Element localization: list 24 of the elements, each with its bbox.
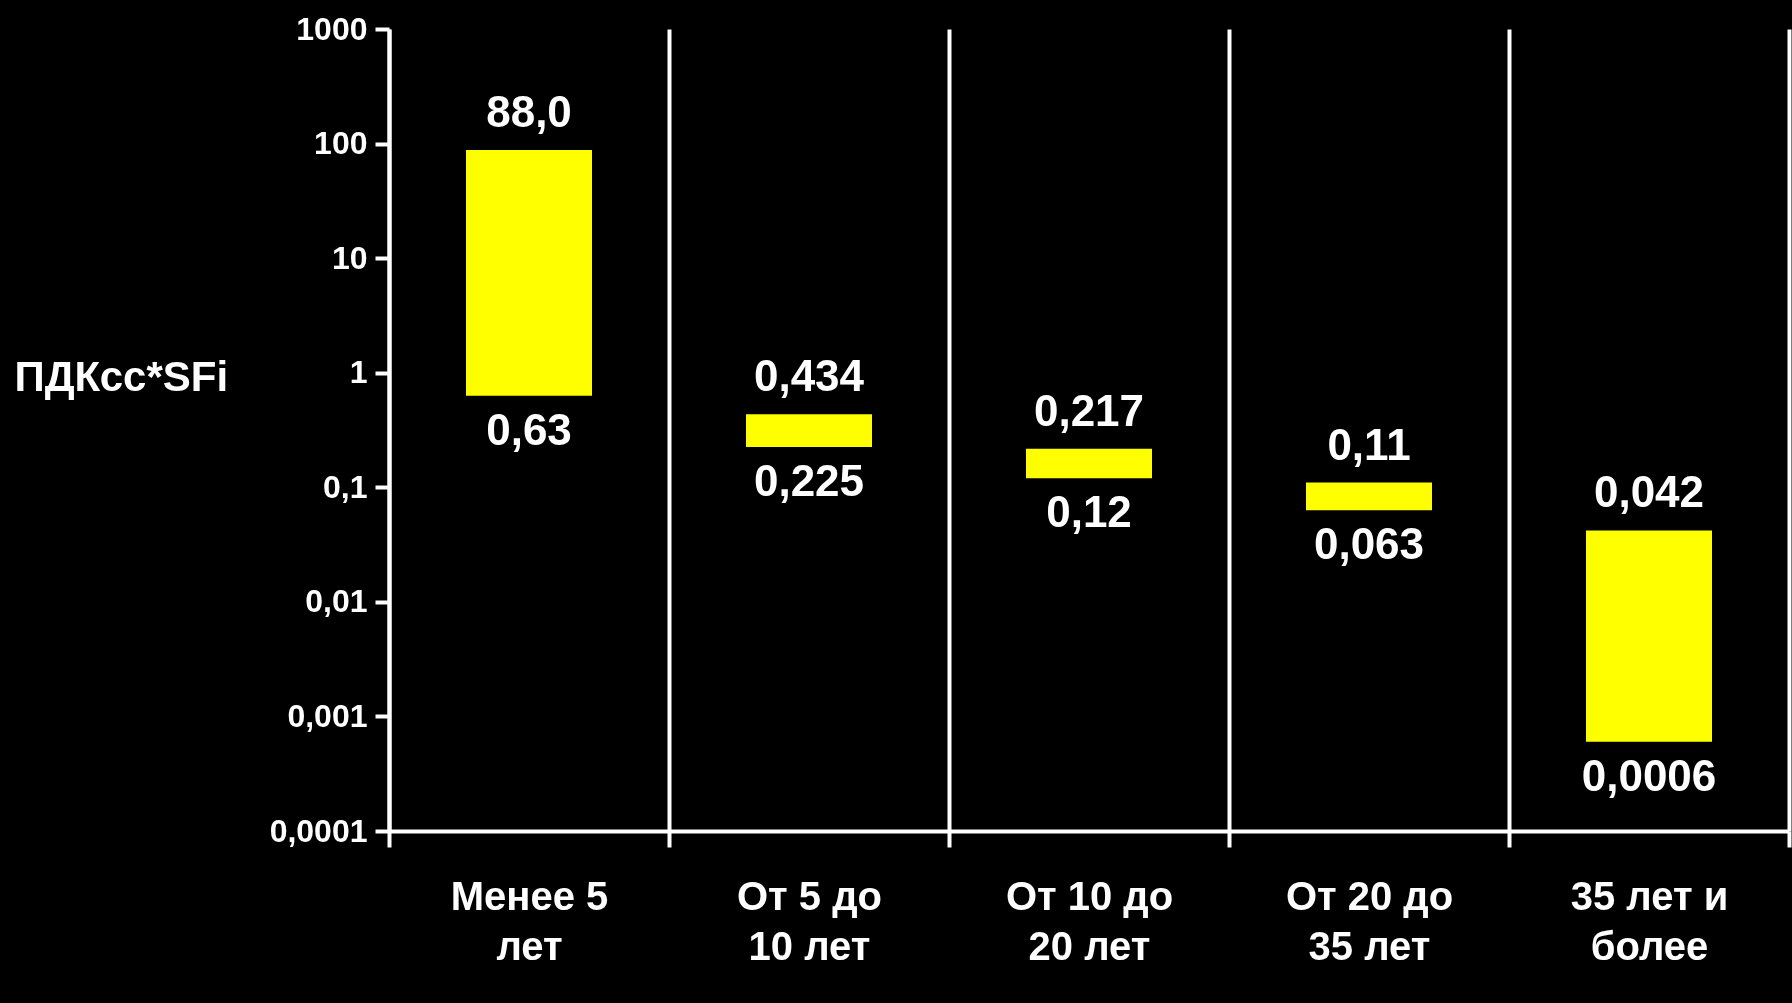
- y-tick-label: 1000: [296, 10, 368, 47]
- annotation: 0,12: [1046, 487, 1132, 537]
- annotation: 0,225: [753, 455, 865, 505]
- annotation: 0,63: [486, 404, 572, 454]
- y-tick-label: 10: [331, 239, 368, 276]
- y-tick-label: 0,1: [323, 468, 368, 505]
- annotation: 0,11: [1327, 419, 1411, 469]
- y-tick-label: 0,01: [305, 583, 368, 620]
- annotation: 0,063: [1313, 519, 1425, 569]
- x-tick-label: От 5 до 10 лет: [737, 873, 882, 968]
- annotation: 0,217: [1033, 385, 1145, 435]
- y-tick-label: 0,001: [287, 697, 368, 734]
- annotation: 0,434: [753, 351, 865, 401]
- y-tick-label: 0,0001: [269, 812, 368, 849]
- y-tick-label: 100: [314, 125, 368, 162]
- annotation: 0,0006: [1581, 750, 1717, 800]
- y-tick-label: 1: [349, 354, 368, 391]
- x-tick-label: Менее 5 лет: [450, 873, 609, 968]
- x-tick-label: От 20 до 35 лет: [1285, 873, 1454, 968]
- y-axis-title: ПДКсс*SFi: [14, 352, 229, 400]
- annotation: 0,042: [1593, 467, 1705, 517]
- annotation: 88,0: [486, 86, 572, 136]
- x-tick-label: 35 лет и более: [1570, 873, 1729, 968]
- x-tick-label: От 10 до 20 лет: [1005, 873, 1174, 968]
